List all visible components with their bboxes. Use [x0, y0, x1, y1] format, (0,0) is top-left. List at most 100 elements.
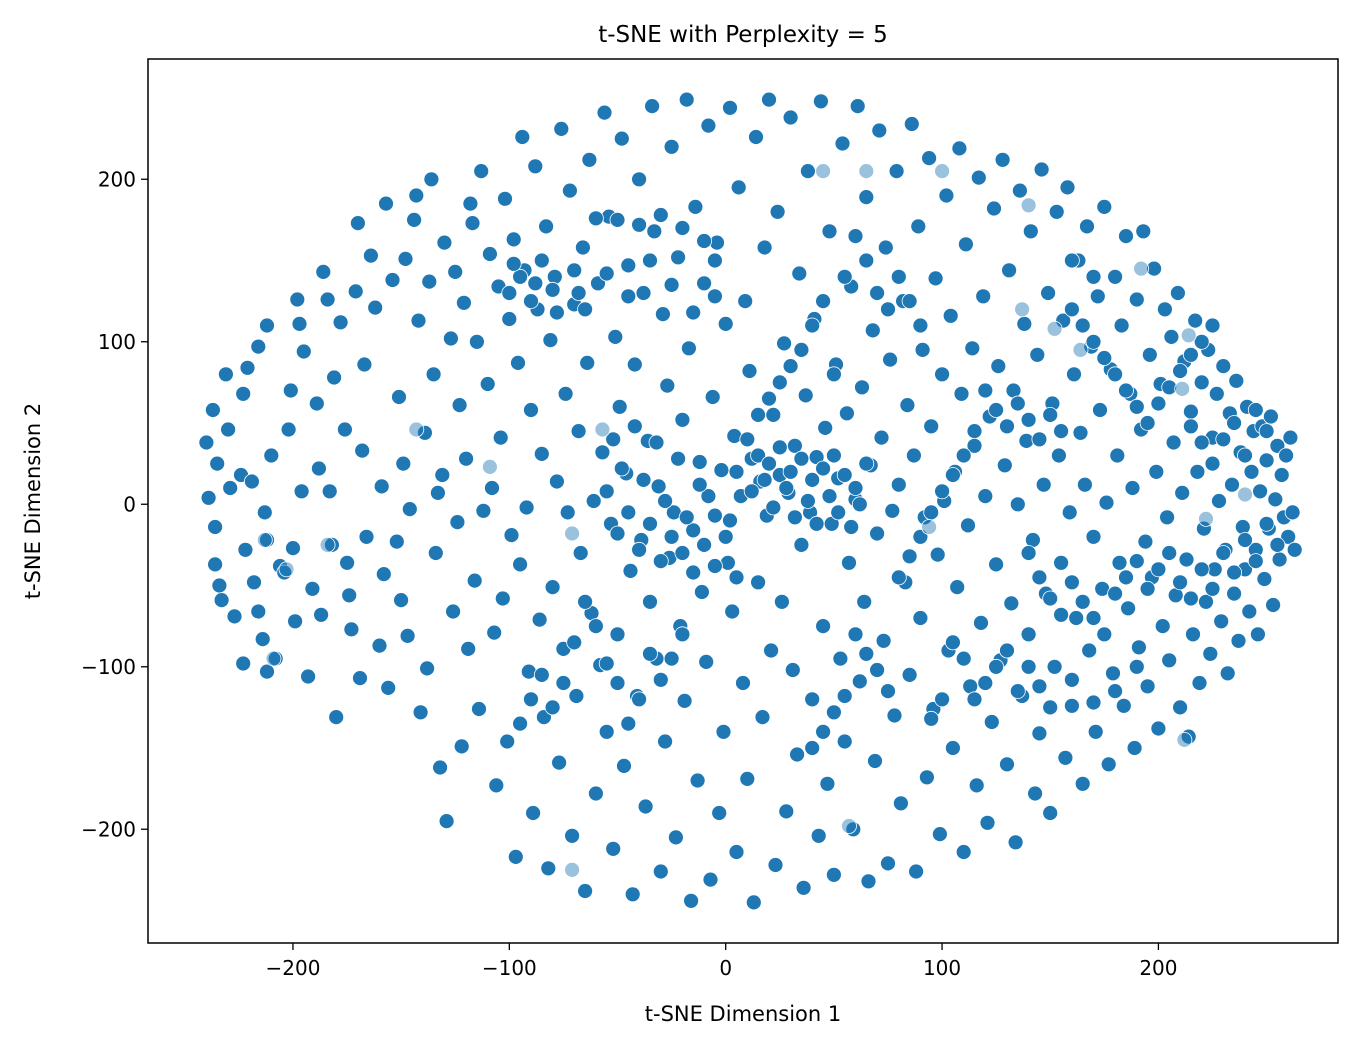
scatter-point: [860, 873, 877, 890]
scatter-point: [544, 579, 561, 595]
scatter-point: [1135, 223, 1152, 240]
scatter-point: [657, 733, 673, 750]
scatter-point: [921, 150, 937, 167]
scatter-point: [1064, 574, 1080, 591]
y-tick-label: −200: [81, 817, 136, 841]
scatter-point: [986, 200, 1002, 217]
scatter-point: [901, 293, 918, 310]
scatter-point: [1085, 694, 1102, 711]
scatter-point: [1237, 532, 1253, 548]
scatter-point: [983, 714, 1000, 730]
scatter-point: [843, 519, 860, 535]
scatter-point: [559, 504, 576, 521]
scatter-point-faded: [1072, 341, 1089, 358]
scatter-point: [832, 650, 849, 667]
scatter-point: [910, 218, 927, 235]
scatter-point: [1061, 504, 1078, 521]
scatter-point-faded: [1237, 486, 1253, 503]
scatter-point: [553, 120, 570, 137]
scatter-point: [765, 499, 782, 516]
scatter-point: [726, 428, 743, 444]
scatter-point: [771, 374, 788, 391]
scatter-point: [782, 109, 799, 126]
scatter-point: [568, 688, 585, 704]
scatter-point: [687, 198, 704, 215]
scatter-point: [817, 419, 834, 436]
scatter-point: [246, 574, 262, 591]
scatter-point: [538, 218, 554, 235]
scatter-point: [1131, 639, 1147, 656]
scatter-point: [1105, 665, 1121, 682]
scatter-point: [750, 574, 766, 591]
points-layer: [198, 91, 1303, 911]
scatter-point: [336, 421, 353, 438]
scatter-point: [540, 860, 557, 877]
scatter-point: [745, 894, 762, 911]
scatter-point: [955, 650, 972, 667]
scatter-point-faded: [1014, 301, 1030, 318]
scatter-point: [1009, 683, 1026, 699]
scatter-point: [858, 252, 875, 269]
scatter-point-faded: [594, 421, 611, 438]
scatter-point: [1118, 228, 1134, 245]
scatter-point: [1079, 218, 1095, 235]
scatter-point: [813, 93, 829, 110]
scatter-point: [423, 171, 440, 188]
scatter-point: [462, 195, 479, 212]
scatter-point: [657, 493, 673, 509]
scatter-point: [1064, 301, 1080, 318]
scatter-point: [826, 704, 842, 721]
scatter-point: [1139, 580, 1156, 597]
scatter-point: [211, 577, 228, 594]
scatter-point-faded: [319, 537, 336, 553]
scatter-point: [471, 701, 487, 717]
scatter-point: [1020, 658, 1037, 675]
scatter-point: [951, 140, 968, 157]
scatter-point: [1046, 658, 1063, 675]
scatter-point: [702, 871, 719, 888]
scatter-point: [557, 385, 574, 402]
scatter-point: [1072, 424, 1089, 441]
scatter-point: [694, 584, 710, 600]
scatter-point: [631, 171, 647, 188]
scatter-point: [815, 723, 831, 740]
scatter-point: [899, 397, 916, 414]
scatter-point: [1161, 379, 1178, 396]
scatter-point: [1237, 447, 1253, 464]
scatter-point: [743, 483, 760, 500]
scatter-point: [700, 117, 717, 134]
scatter-point: [468, 333, 485, 350]
scatter-point: [378, 195, 394, 212]
scatter-point: [321, 483, 338, 500]
scatter-point: [308, 395, 325, 412]
scatter-point: [427, 545, 444, 561]
scatter-point: [1226, 564, 1242, 581]
scatter-point: [598, 655, 615, 672]
scatter-point: [401, 501, 418, 518]
scatter-point: [1120, 600, 1136, 617]
scatter-point: [1016, 315, 1033, 332]
scatter-point: [1139, 678, 1156, 695]
scatter-point: [1020, 411, 1037, 428]
scatter-point: [756, 239, 773, 256]
scatter-point: [1107, 268, 1123, 285]
scatter-point: [235, 385, 252, 402]
scatter-point: [804, 740, 821, 756]
scatter-point: [445, 603, 462, 620]
scatter-point: [588, 210, 604, 227]
scatter-point: [1128, 658, 1145, 675]
scatter-point: [715, 723, 732, 740]
scatter-point: [893, 795, 909, 812]
scatter-point: [1172, 699, 1188, 716]
scatter-point: [1226, 585, 1242, 602]
scatter-point: [1001, 262, 1017, 279]
scatter-point: [622, 563, 639, 579]
scatter-point: [1074, 317, 1091, 334]
scatter-point: [620, 504, 637, 521]
scatter-point: [503, 527, 520, 543]
scatter-point: [1031, 725, 1048, 742]
scatter-point: [544, 281, 561, 298]
scatter-point: [880, 301, 896, 318]
scatter-point: [1165, 434, 1182, 451]
scatter-point: [696, 537, 712, 553]
